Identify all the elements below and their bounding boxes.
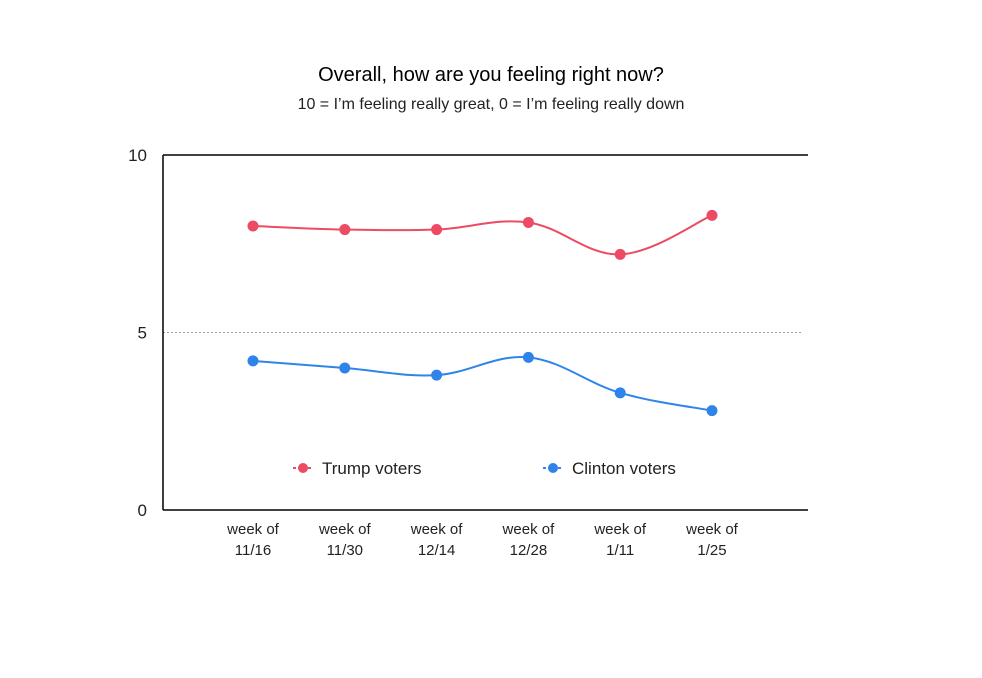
- x-tick-label-line: 12/14: [418, 542, 456, 559]
- series-layer: [247, 209, 718, 417]
- data-point: [522, 216, 534, 228]
- y-tick-label: 10: [128, 146, 147, 165]
- chart-title: Overall, how are you feeling right now?: [318, 64, 664, 86]
- x-tick-label-line: 1/25: [697, 542, 726, 559]
- x-tick-label: week of 11/30: [318, 521, 372, 559]
- x-tick-label: week of 12/14: [410, 521, 464, 559]
- x-tick-label-line: week of: [318, 521, 372, 538]
- data-point: [247, 220, 259, 232]
- x-tick-label-line: week of: [410, 521, 464, 538]
- data-point: [431, 224, 443, 236]
- legend-swatch-marker: [298, 463, 308, 473]
- legend-item: Trump voters: [293, 459, 422, 478]
- data-point: [706, 405, 718, 417]
- legend-label: Trump voters: [322, 459, 422, 478]
- data-point: [431, 369, 443, 381]
- data-point: [339, 362, 351, 374]
- chart-subtitle: 10 = I’m feeling really great, 0 = I’m f…: [297, 96, 685, 113]
- series-line: [252, 356, 713, 412]
- series-line: [252, 214, 713, 256]
- data-point: [247, 355, 259, 367]
- y-tick-label: 5: [138, 324, 147, 343]
- x-tick-label-line: week of: [593, 521, 647, 538]
- x-tick-label-line: 11/30: [327, 542, 363, 559]
- x-tick-label: week of 12/28: [502, 521, 556, 559]
- data-point: [614, 387, 626, 399]
- data-point: [614, 248, 626, 260]
- data-point: [339, 224, 351, 236]
- x-tick-label-line: 12/28: [510, 542, 548, 559]
- legend-label: Clinton voters: [572, 459, 676, 478]
- axis-layer: 0 5 10 week of 11/16 week of 11/30 week of 12/14…: [128, 146, 808, 559]
- y-tick-label: 0: [138, 501, 147, 520]
- x-tick-label: week of 1/25: [685, 521, 739, 559]
- x-tick-label: week of 11/16: [226, 521, 280, 559]
- data-point: [522, 351, 534, 363]
- legend-item: Clinton voters: [543, 459, 676, 478]
- x-tick-label-line: 1/11: [606, 542, 634, 559]
- x-tick-label-line: week of: [226, 521, 280, 538]
- series-1: [247, 209, 718, 260]
- x-tick-label-line: 11/16: [235, 542, 271, 559]
- series-2: [247, 351, 718, 417]
- x-tick-label-line: week of: [685, 521, 739, 538]
- data-point: [706, 209, 718, 221]
- legend: Trump voters Clinton voters: [293, 459, 676, 478]
- x-tick-label: week of 1/11: [593, 521, 647, 559]
- x-tick-label-line: week of: [502, 521, 556, 538]
- legend-swatch-marker: [548, 463, 558, 473]
